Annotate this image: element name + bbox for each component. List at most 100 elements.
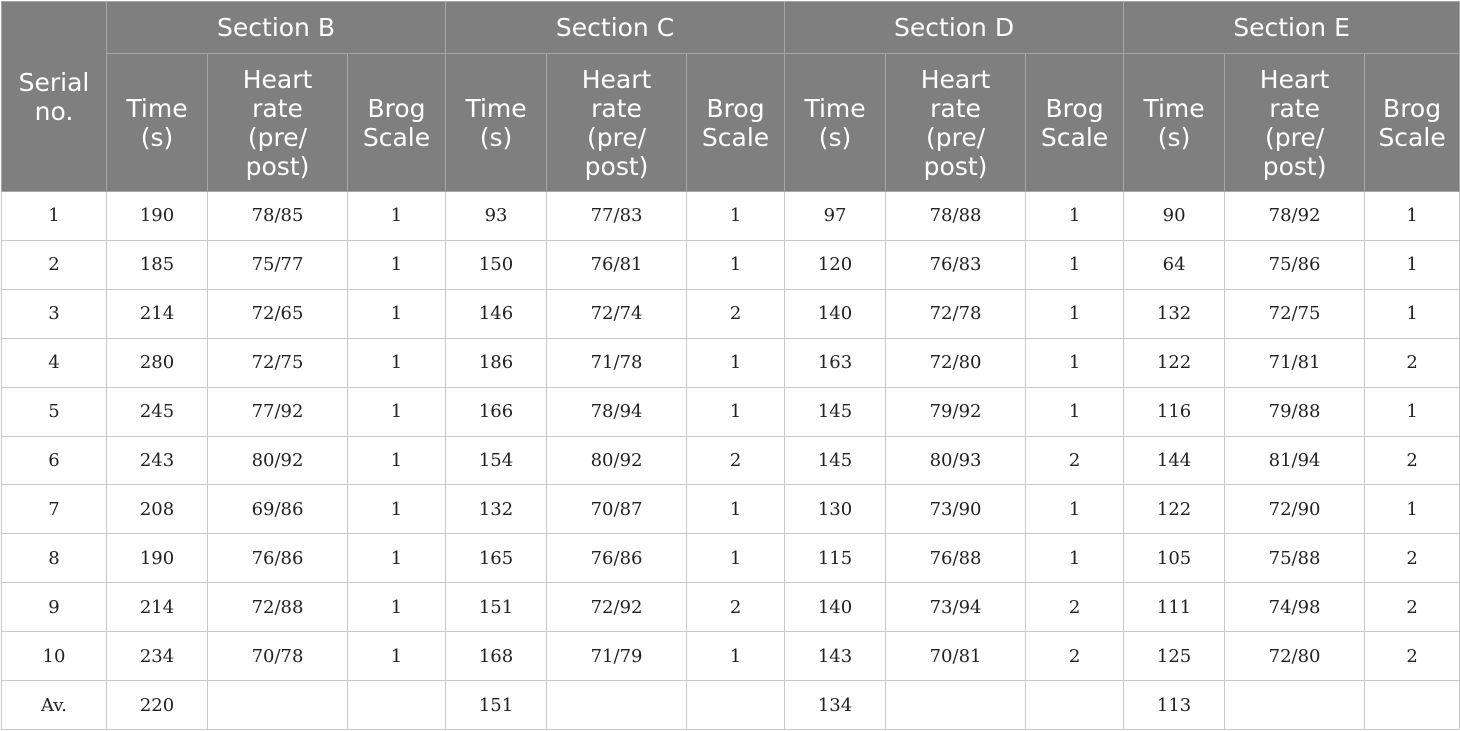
- table-row: 9 214 72/88 1 151 72/92 2 140 73/94 2 111 74/98 2: [1, 582, 1460, 633]
- section-c-time-cell: 150: [445, 239, 548, 290]
- section-b-brog-cell: 1: [346, 191, 447, 241]
- section-e-heart-rate-cell: 79/88: [1224, 386, 1366, 437]
- section-c-brog-cell: [686, 680, 786, 730]
- section-c-heart-rate-cell: 76/86: [546, 533, 688, 584]
- heart-rate-header-line: post): [923, 151, 988, 181]
- section-e-brog-cell: 1: [1364, 288, 1460, 339]
- section-e-brog-cell: 2: [1364, 435, 1460, 486]
- table-row: 2 185 75/77 1 150 76/81 1 120 76/83 1 64 75/86 1: [1, 239, 1460, 290]
- serial-cell: 6: [1, 435, 107, 486]
- section-e-heart-rate-cell: 72/90: [1224, 484, 1366, 535]
- section-b-header: Section B: [105, 1, 447, 54]
- section-d-brog-cell: 1: [1025, 288, 1125, 339]
- section-b-time-cell: 243: [106, 435, 208, 486]
- brog-scale-header-line: Brog: [367, 93, 426, 123]
- section-e-time-cell: 132: [1123, 288, 1226, 339]
- section-c-heart-rate-cell: 76/81: [546, 239, 688, 290]
- section-d-time-cell: 140: [784, 582, 887, 633]
- table-body: 1 190 78/85 1 93 77/83 1 97 78/88 1 90 78/92 1 2 185 75…: [1, 191, 1460, 730]
- section-c-heart-rate-cell: 72/92: [546, 582, 688, 633]
- serial-cell: 7: [1, 484, 107, 535]
- section-e-time-cell: 105: [1123, 533, 1226, 584]
- section-e-heart-rate-cell: 71/81: [1224, 337, 1366, 388]
- section-d-heart-rate-cell: 79/92: [885, 386, 1027, 437]
- table-row: 3 214 72/65 1 146 72/74 2 140 72/78 1 132 72/75 1: [1, 288, 1460, 339]
- brog-scale-header-line: Scale: [701, 122, 770, 152]
- serial-cell: 8: [1, 533, 107, 584]
- serial-cell: 4: [1, 337, 107, 388]
- section-e-time-cell: 122: [1123, 484, 1226, 535]
- section-e-heart-rate-cell: 78/92: [1224, 191, 1366, 241]
- section-b-heart-rate-cell: 78/85: [207, 191, 348, 241]
- section-c-time-cell: 154: [445, 435, 548, 486]
- section-d-time-cell: 140: [784, 288, 887, 339]
- section-c-time-cell: 186: [445, 337, 548, 388]
- time-header-line: (s): [479, 122, 513, 152]
- section-header-row: Serial no. Section B Section C Section D…: [1, 1, 1460, 192]
- heart-rate-header-line: Heart: [1259, 64, 1330, 94]
- brog-scale-header-line: Brog: [1045, 93, 1104, 123]
- section-b-time-cell: 245: [106, 386, 208, 437]
- section-b-time-cell: 190: [106, 533, 208, 584]
- serial-cell: 3: [1, 288, 107, 339]
- section-d-heart-rate-header: Heart rate (pre/post): [885, 53, 1027, 192]
- section-c-brog-cell: 2: [686, 288, 786, 339]
- time-header-line: Time: [465, 93, 527, 123]
- section-e-heart-rate-cell: 72/80: [1224, 631, 1366, 682]
- brog-scale-header-line: Brog: [706, 93, 765, 123]
- section-c-time-header: Time (s): [445, 53, 548, 192]
- section-c-brog-cell: 1: [686, 533, 786, 584]
- serial-cell: 1: [1, 191, 107, 241]
- section-e-brog-scale-header: Brog Scale: [1364, 53, 1460, 192]
- sub-header-row: Time (s) Heart rate (pre/post) Brog Scale Time(…: [2, 53, 1460, 192]
- section-d-time-cell: 120: [784, 239, 887, 290]
- section-e-brog-cell: 1: [1364, 191, 1460, 241]
- heart-rate-header-line: post): [1262, 151, 1327, 181]
- heart-rate-header-line: (pre/: [586, 122, 647, 152]
- section-b-heart-rate-cell: 75/77: [207, 239, 348, 290]
- time-header-line: (s): [818, 122, 852, 152]
- section-b-heart-rate-cell: 80/92: [207, 435, 348, 486]
- section-d-header: Section D: [784, 1, 1125, 54]
- heart-rate-header-line: Heart: [920, 64, 991, 94]
- section-e-brog-cell: 2: [1364, 533, 1460, 584]
- section-b-time-cell: 234: [106, 631, 208, 682]
- heart-rate-header-line: rate: [252, 93, 303, 123]
- section-e-brog-cell: 2: [1364, 337, 1460, 388]
- section-e-time-cell: 116: [1123, 386, 1226, 437]
- time-header-line: Time: [126, 93, 188, 123]
- section-e-time-cell: 125: [1123, 631, 1226, 682]
- serial-cell: 9: [1, 582, 107, 633]
- heart-rate-header-line: rate: [930, 93, 981, 123]
- brog-scale-header-line: Scale: [1378, 122, 1446, 152]
- section-e-brog-cell: 2: [1364, 631, 1460, 682]
- section-e-brog-cell: 2: [1364, 582, 1460, 633]
- section-c-heart-rate-cell: [546, 680, 688, 730]
- section-c-time-cell: 168: [445, 631, 548, 682]
- time-header-line: Time: [1143, 93, 1205, 123]
- section-b-brog-cell: 1: [346, 484, 447, 535]
- section-d-heart-rate-cell: 78/88: [885, 191, 1027, 241]
- section-b-time-cell: 185: [106, 239, 208, 290]
- section-d-brog-cell: 1: [1025, 386, 1125, 437]
- section-b-heart-rate-cell: 72/88: [207, 582, 348, 633]
- section-b-heart-rate-cell: 76/86: [207, 533, 348, 584]
- section-c-heart-rate-header: Heart rate (pre/post): [546, 53, 688, 192]
- section-d-heart-rate-cell: 73/90: [885, 484, 1027, 535]
- serial-cell: 10: [1, 631, 107, 682]
- serial-header-line: no.: [34, 96, 74, 126]
- section-b-heart-rate-cell: [207, 680, 348, 730]
- section-e-brog-cell: 1: [1364, 484, 1460, 535]
- section-e-time-cell: 113: [1123, 680, 1226, 730]
- section-c-heart-rate-cell: 72/74: [546, 288, 688, 339]
- table-row: Av. 220 151 134 113: [1, 680, 1460, 730]
- section-d-time-header: Time (s): [784, 53, 887, 192]
- section-b-brog-cell: 1: [346, 239, 447, 290]
- section-c-brog-cell: 2: [686, 435, 786, 486]
- section-d-heart-rate-cell: 70/81: [885, 631, 1027, 682]
- section-d-brog-cell: 2: [1025, 582, 1125, 633]
- section-c-time-cell: 151: [445, 582, 548, 633]
- section-c-time-cell: 166: [445, 386, 548, 437]
- section-e-heart-rate-cell: [1224, 680, 1366, 730]
